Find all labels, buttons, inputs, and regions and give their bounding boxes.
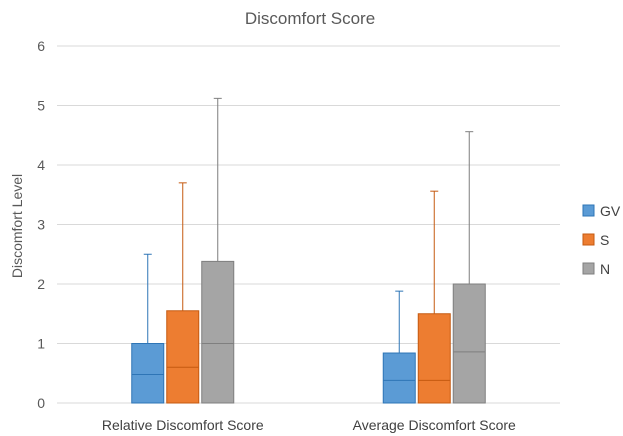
y-tick-label: 4 — [37, 157, 45, 173]
x-category-label: Relative Discomfort Score — [102, 417, 264, 433]
legend-label: N — [600, 261, 610, 277]
chart-title: Discomfort Score — [245, 9, 375, 28]
box-body — [417, 313, 451, 404]
box-body — [201, 260, 235, 404]
y-axis-label: Discomfort Level — [9, 174, 25, 278]
y-tick-label: 1 — [37, 336, 45, 352]
y-tick-label: 0 — [37, 395, 45, 411]
y-tick-label: 2 — [37, 276, 45, 292]
box-body — [452, 283, 486, 404]
box-body — [382, 352, 416, 404]
legend-swatch — [582, 233, 595, 246]
x-category-label: Average Discomfort Score — [353, 417, 516, 433]
legend-swatch — [582, 262, 595, 275]
axis-layer: 0 1 2 3 4 5 6 Relative Discomfort Score Average … — [37, 38, 516, 433]
y-tick-label: 3 — [37, 217, 45, 233]
box-body — [166, 310, 200, 404]
y-tick-label: 5 — [37, 98, 45, 114]
y-tick-label: 6 — [37, 38, 45, 54]
legend-label: GV — [600, 203, 621, 219]
box-layer — [131, 97, 486, 404]
legend-layer: GV SN — [582, 203, 621, 277]
legend-swatch — [582, 204, 595, 217]
legend-label: S — [600, 232, 609, 248]
box-body — [131, 343, 165, 404]
